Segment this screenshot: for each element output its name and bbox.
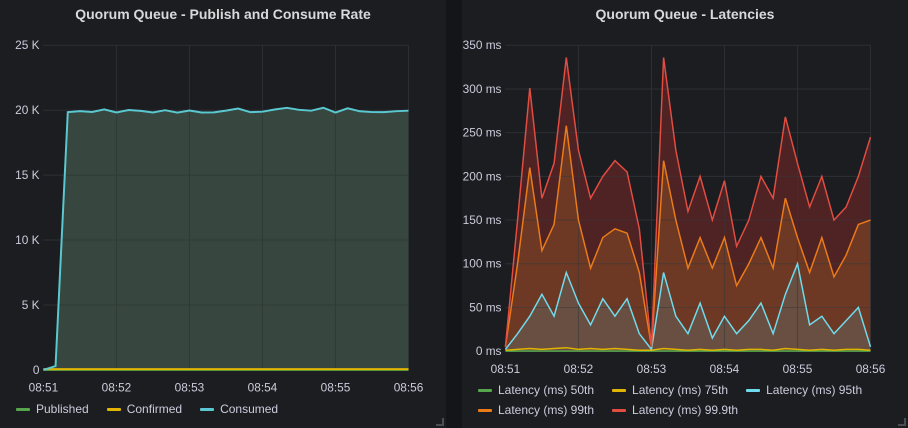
svg-text:20 K: 20 K	[15, 103, 39, 117]
svg-text:08:54: 08:54	[248, 381, 278, 395]
svg-text:08:53: 08:53	[637, 362, 667, 376]
svg-text:0: 0	[33, 363, 40, 377]
svg-text:300 ms: 300 ms	[463, 82, 502, 96]
svg-text:08:56: 08:56	[856, 362, 886, 376]
svg-text:350 ms: 350 ms	[463, 38, 502, 52]
svg-text:200 ms: 200 ms	[463, 169, 502, 183]
svg-text:5 K: 5 K	[22, 298, 40, 312]
svg-text:08:53: 08:53	[175, 381, 205, 395]
svg-text:250 ms: 250 ms	[463, 126, 502, 140]
svg-text:08:52: 08:52	[102, 381, 132, 395]
svg-text:08:52: 08:52	[564, 362, 594, 376]
svg-text:150 ms: 150 ms	[463, 213, 502, 227]
svg-text:0 ms: 0 ms	[476, 344, 502, 358]
svg-text:10 K: 10 K	[15, 233, 39, 247]
svg-text:08:55: 08:55	[783, 362, 813, 376]
svg-text:08:54: 08:54	[710, 362, 740, 376]
svg-text:50 ms: 50 ms	[469, 300, 501, 314]
svg-text:100 ms: 100 ms	[463, 257, 502, 271]
svg-text:08:56: 08:56	[394, 381, 424, 395]
svg-text:08:55: 08:55	[321, 381, 351, 395]
svg-text:25 K: 25 K	[15, 38, 39, 52]
svg-text:08:51: 08:51	[29, 381, 59, 395]
svg-text:15 K: 15 K	[15, 168, 39, 182]
svg-text:08:51: 08:51	[491, 362, 521, 376]
